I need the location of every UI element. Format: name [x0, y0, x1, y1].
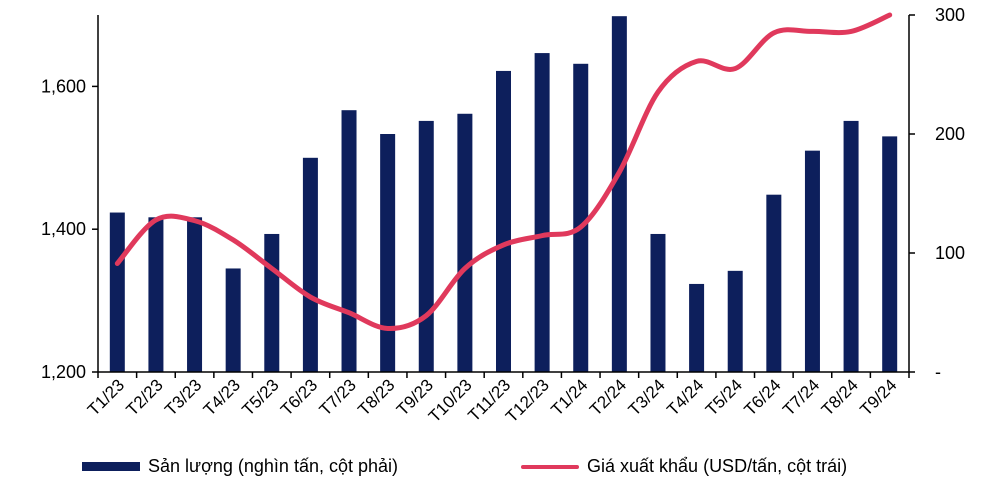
x-axis-ticks: T1/23T2/23T3/23T4/23T5/23T6/23T7/23T8/23… [84, 372, 910, 426]
bar [882, 136, 898, 372]
left-tick-label: 1,400 [41, 219, 86, 239]
x-tick-label: T3/24 [625, 375, 669, 419]
bar [109, 212, 125, 372]
right-tick-label: 200 [935, 124, 965, 144]
x-tick-label: T7/23 [316, 375, 360, 419]
bar [187, 217, 203, 372]
bar [611, 16, 627, 372]
bar [148, 217, 164, 372]
bar [496, 70, 511, 373]
bar [457, 113, 473, 373]
x-tick-label: T2/24 [586, 375, 630, 419]
legend-item-volume: Sản lượng (nghìn tấn, cột phải) [82, 456, 398, 477]
price-line [114, 12, 893, 331]
x-tick-label: T5/24 [702, 375, 746, 419]
x-tick-label: T1/24 [547, 375, 591, 419]
bar [341, 110, 357, 372]
bar [843, 120, 859, 372]
bar [766, 194, 782, 372]
legend: Sản lượng (nghìn tấn, cột phải) Giá xuất… [0, 448, 1000, 488]
left-tick-label: 1,600 [41, 76, 86, 96]
bar [225, 268, 241, 372]
x-tick-label: T6/24 [740, 375, 784, 419]
x-tick-label: T4/23 [200, 375, 244, 419]
bar-series [109, 16, 898, 373]
x-tick-label: T10/23 [425, 375, 476, 426]
x-tick-label: T7/24 [779, 375, 823, 419]
legend-item-price: Giá xuất khẩu (USD/tấn, cột trái) [521, 456, 847, 477]
x-tick-label: T9/24 [856, 375, 900, 419]
bar [727, 270, 743, 372]
bar [264, 233, 280, 372]
bar [804, 150, 820, 372]
left-tick-label: 1,200 [41, 362, 86, 382]
x-tick-label: T3/23 [161, 375, 205, 419]
x-tick-label: T12/23 [502, 375, 553, 426]
legend-label-price: Giá xuất khẩu (USD/tấn, cột trái) [587, 456, 848, 476]
right-tick-label: 300 [935, 5, 965, 25]
x-tick-label: T6/23 [277, 375, 321, 419]
x-tick-label: T8/23 [354, 375, 398, 419]
bar [650, 233, 666, 372]
right-tick-label: 100 [935, 243, 965, 263]
legend-label-volume: Sản lượng (nghìn tấn, cột phải) [148, 456, 399, 476]
legend-swatch-price [521, 464, 579, 469]
left-axis-ticks: 1,200 1,400 1,600 [41, 76, 98, 382]
bar [302, 157, 318, 372]
x-tick-label: T1/23 [84, 375, 128, 419]
x-tick-label: T5/23 [238, 375, 282, 419]
legend-swatch-volume [82, 462, 140, 471]
x-tick-label: T2/23 [123, 375, 167, 419]
bar [534, 53, 550, 373]
right-axis-ticks: - 100 200 300 [909, 5, 965, 382]
bar [380, 134, 396, 372]
bar [689, 283, 705, 372]
right-tick-label: - [935, 362, 941, 382]
x-tick-label: T8/24 [818, 375, 862, 419]
bar [418, 120, 434, 372]
x-tick-label: T4/24 [663, 375, 707, 419]
bar [573, 63, 589, 372]
